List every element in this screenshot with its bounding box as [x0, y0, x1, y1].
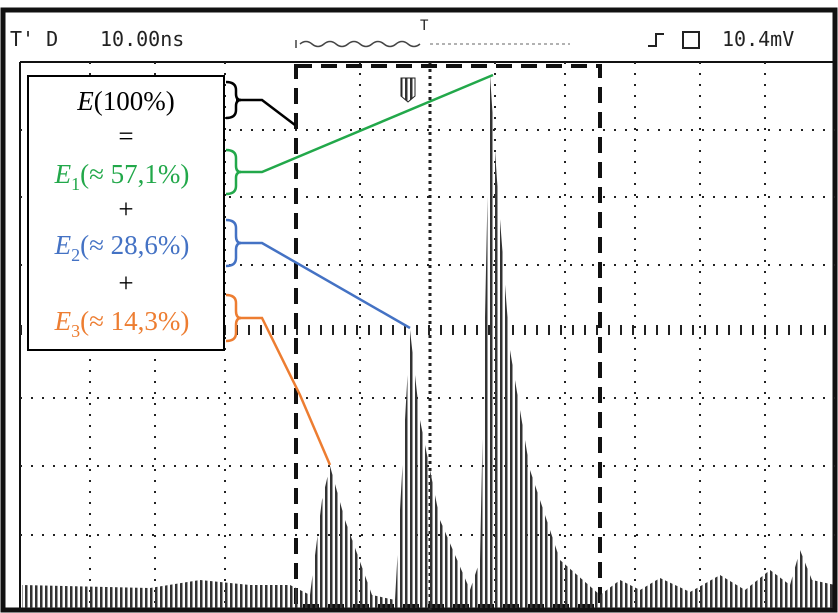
subscript: 1 [71, 174, 80, 194]
total-energy: E(100%) [76, 86, 174, 116]
equals: = [118, 121, 133, 151]
symbol: E [54, 230, 72, 260]
text: (≈ 28,6%) [80, 230, 189, 260]
trigger-mark: T [420, 18, 429, 34]
timebase-label: 10.00ns [100, 27, 184, 51]
text: (100%) [94, 86, 175, 116]
plus: + [118, 194, 133, 224]
symbol: E [76, 86, 94, 116]
text: (≈ 14,3%) [80, 306, 189, 336]
symbol: E [54, 306, 72, 336]
level-label: 10.4mV [722, 27, 794, 51]
subscript: 3 [71, 321, 80, 341]
text: (≈ 57,1%) [80, 159, 189, 189]
plus: + [118, 268, 133, 298]
symbol: E [54, 159, 72, 189]
mode-label: T' D [10, 27, 58, 51]
subscript: 2 [71, 245, 80, 265]
marker [401, 78, 415, 102]
oscilloscope-screen: T' D 10.00ns T 10.4mV [0, 0, 838, 613]
